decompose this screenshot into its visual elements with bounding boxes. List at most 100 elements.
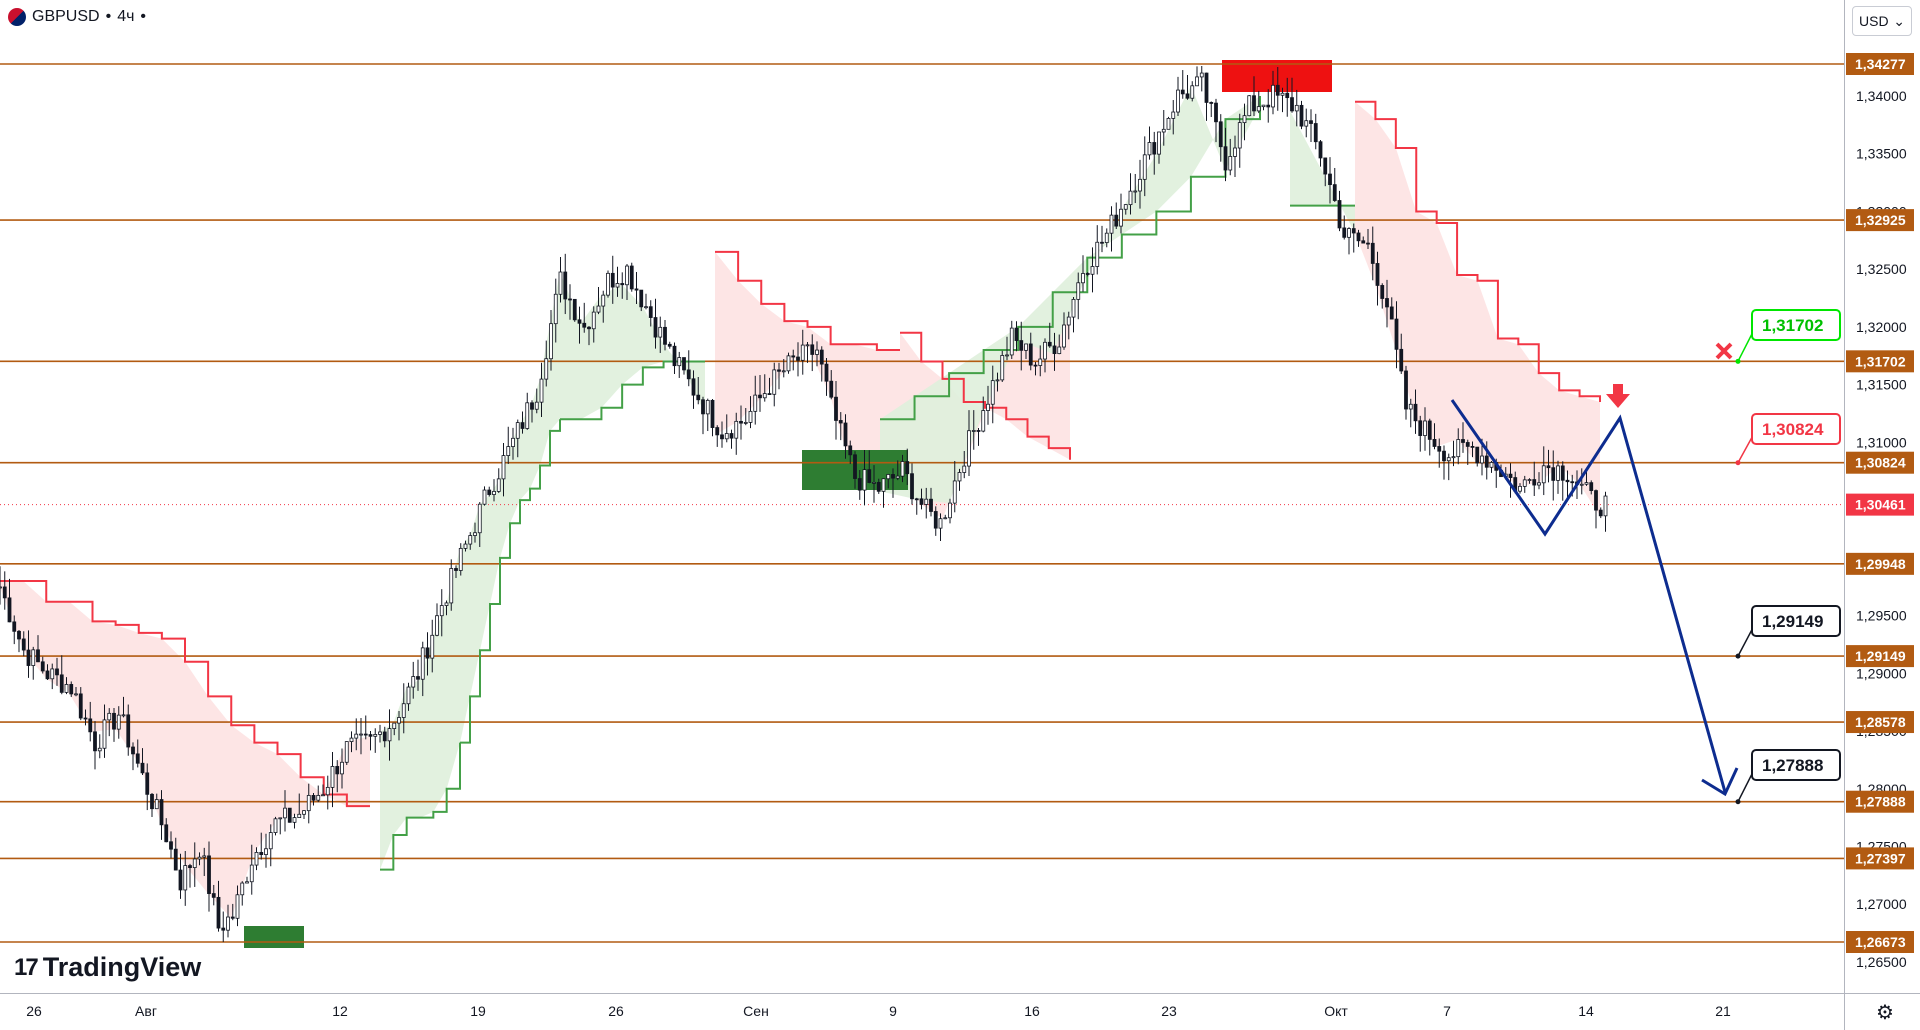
candle-body [1442, 450, 1446, 462]
downtrend-stop-line [715, 250, 900, 352]
candle-body [1128, 190, 1133, 206]
candle-body [93, 731, 97, 752]
candle-body [354, 733, 359, 739]
candle-body [762, 393, 767, 399]
candle-body [112, 712, 116, 730]
candle-body [496, 478, 501, 492]
candle-body [1161, 128, 1166, 133]
candle-body [325, 786, 330, 796]
candle-body [297, 813, 302, 818]
candle-body [539, 378, 544, 403]
candle-body [88, 718, 93, 733]
interval-label: 4ч [117, 8, 135, 25]
candle-body [729, 433, 734, 439]
candle-body [1570, 481, 1575, 484]
candle-body [1166, 117, 1171, 130]
candle-body [69, 684, 74, 695]
candle-body [1066, 316, 1071, 326]
candle-body [126, 714, 131, 748]
candle-body [321, 794, 325, 797]
candle-body [891, 474, 895, 479]
candle-body [264, 848, 268, 856]
candle-body [1370, 242, 1375, 264]
symbol-name: GBPUSD [32, 8, 100, 25]
candle-body [781, 370, 786, 373]
candle-body [1361, 240, 1366, 244]
candle-body [995, 379, 1000, 382]
gear-icon[interactable]: ⚙ [1876, 1002, 1894, 1024]
candle-body [876, 481, 881, 492]
candle-body [976, 430, 981, 432]
candle-body [1114, 214, 1119, 227]
candle-body [1385, 298, 1389, 308]
candle-body [1556, 465, 1560, 481]
candle-body [914, 498, 919, 501]
candle-body [1090, 266, 1095, 275]
candle-body [1147, 142, 1152, 156]
currency-selector[interactable]: USD ⌄ [1852, 6, 1912, 36]
candle-body [558, 271, 563, 295]
candle-body [1076, 282, 1081, 300]
candle-body [1009, 327, 1014, 356]
candle-body [1418, 420, 1423, 436]
candle-body [1432, 439, 1437, 447]
uptrend-stop-line [460, 419, 561, 744]
candle-body [663, 326, 667, 345]
candle-body [1095, 241, 1100, 267]
candle-body [145, 772, 150, 795]
candle-body [164, 824, 169, 843]
candle-body [78, 693, 83, 719]
price-axis-labels: 1,265001,270001,275001,280001,285001,290… [1846, 53, 1914, 970]
downtrend-stop-line [1355, 100, 1601, 402]
candle-body [83, 717, 88, 720]
level-price-tag [1846, 350, 1914, 373]
candle-body [74, 693, 78, 696]
candle-body [1475, 446, 1480, 464]
candle-body [1052, 345, 1057, 355]
candle-body [1323, 157, 1328, 175]
candle-body [924, 498, 929, 505]
candle-body [1541, 465, 1546, 484]
candle-body [188, 865, 192, 868]
candle-body [1266, 104, 1271, 108]
candle-body [59, 674, 64, 693]
candle-body [644, 306, 648, 309]
candle-body [1304, 120, 1309, 127]
uptrend-fill [880, 85, 1260, 504]
candle-body [895, 475, 900, 479]
level-price-tag-text: 1,32925 [1855, 212, 1906, 228]
candle-body [1408, 403, 1413, 410]
candle-body [1190, 85, 1195, 99]
candle-body [881, 478, 886, 492]
time-tick-label: 16 [1024, 1003, 1040, 1019]
candle-body [1423, 420, 1427, 436]
candle-body [1290, 97, 1294, 112]
candle-body [829, 380, 834, 398]
candle-body [254, 851, 259, 866]
candle-body [368, 734, 373, 737]
candle-body [245, 881, 249, 884]
candle-body [596, 305, 601, 313]
uptrend-stop-line [880, 95, 1261, 421]
candle-body [672, 345, 677, 367]
gbp-usd-flag-icon [8, 8, 26, 26]
candle-body [1271, 84, 1275, 108]
candle-body [473, 532, 477, 536]
candle-body [292, 817, 297, 823]
candle-body [21, 638, 26, 651]
candle-body [1180, 89, 1185, 95]
callout-text: 1,27888 [1762, 756, 1823, 775]
tradingview-logo[interactable]: 17 TradingView [14, 952, 201, 983]
candle-body [838, 420, 843, 424]
price-tick-label: 1,27000 [1856, 896, 1907, 912]
candle-body [392, 722, 397, 729]
candle-body [216, 896, 221, 929]
candle-body [981, 410, 986, 432]
candle-body [1199, 72, 1204, 78]
candle-body [772, 369, 777, 395]
candle-body [401, 703, 406, 718]
candle-body [102, 719, 107, 749]
symbol-header[interactable]: GBPUSD • 4ч • [8, 8, 146, 26]
candle-body [1000, 355, 1005, 381]
